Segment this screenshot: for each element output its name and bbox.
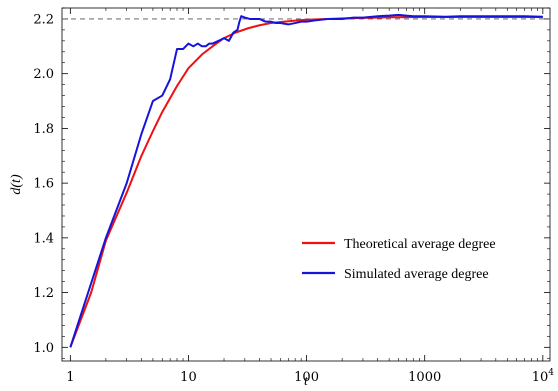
plot-frame bbox=[61, 7, 551, 362]
x-tick-exponent: 4 bbox=[548, 368, 554, 378]
simulated-series-line bbox=[69, 13, 543, 348]
y-tick-label: 2.0 bbox=[33, 67, 54, 82]
x-tick-label: 1000 bbox=[408, 370, 441, 385]
y-tick-label: 2.2 bbox=[33, 12, 54, 27]
legend-label: Theoretical average degree bbox=[344, 237, 496, 252]
x-axis-label: t bbox=[304, 374, 309, 389]
y-tick-label: 1.8 bbox=[33, 122, 54, 137]
legend: Theoretical average degree Simulated aver… bbox=[302, 237, 496, 282]
tick-labels: 1 10 100 1000 104 1.0 1.2 1.4 1.6 1.8 2.0 2.2 bbox=[33, 12, 554, 385]
y-tick-label: 1.4 bbox=[33, 231, 54, 246]
series-layer bbox=[69, 13, 543, 348]
axis-ticks bbox=[62, 7, 550, 361]
y-tick-label: 1.0 bbox=[33, 341, 54, 356]
x-tick-label: 100 bbox=[294, 370, 319, 385]
x-tick-label: 10 bbox=[180, 370, 197, 385]
y-axis-label: d(t) bbox=[9, 174, 24, 195]
y-tick-label: 1.2 bbox=[33, 286, 54, 301]
theoretical-series-line bbox=[69, 16, 543, 348]
y-tick-label: 1.6 bbox=[33, 177, 54, 192]
x-tick-label: 104 bbox=[532, 368, 555, 385]
legend-label: Simulated average degree bbox=[344, 267, 489, 282]
x-tick-label: 1 bbox=[66, 370, 74, 385]
